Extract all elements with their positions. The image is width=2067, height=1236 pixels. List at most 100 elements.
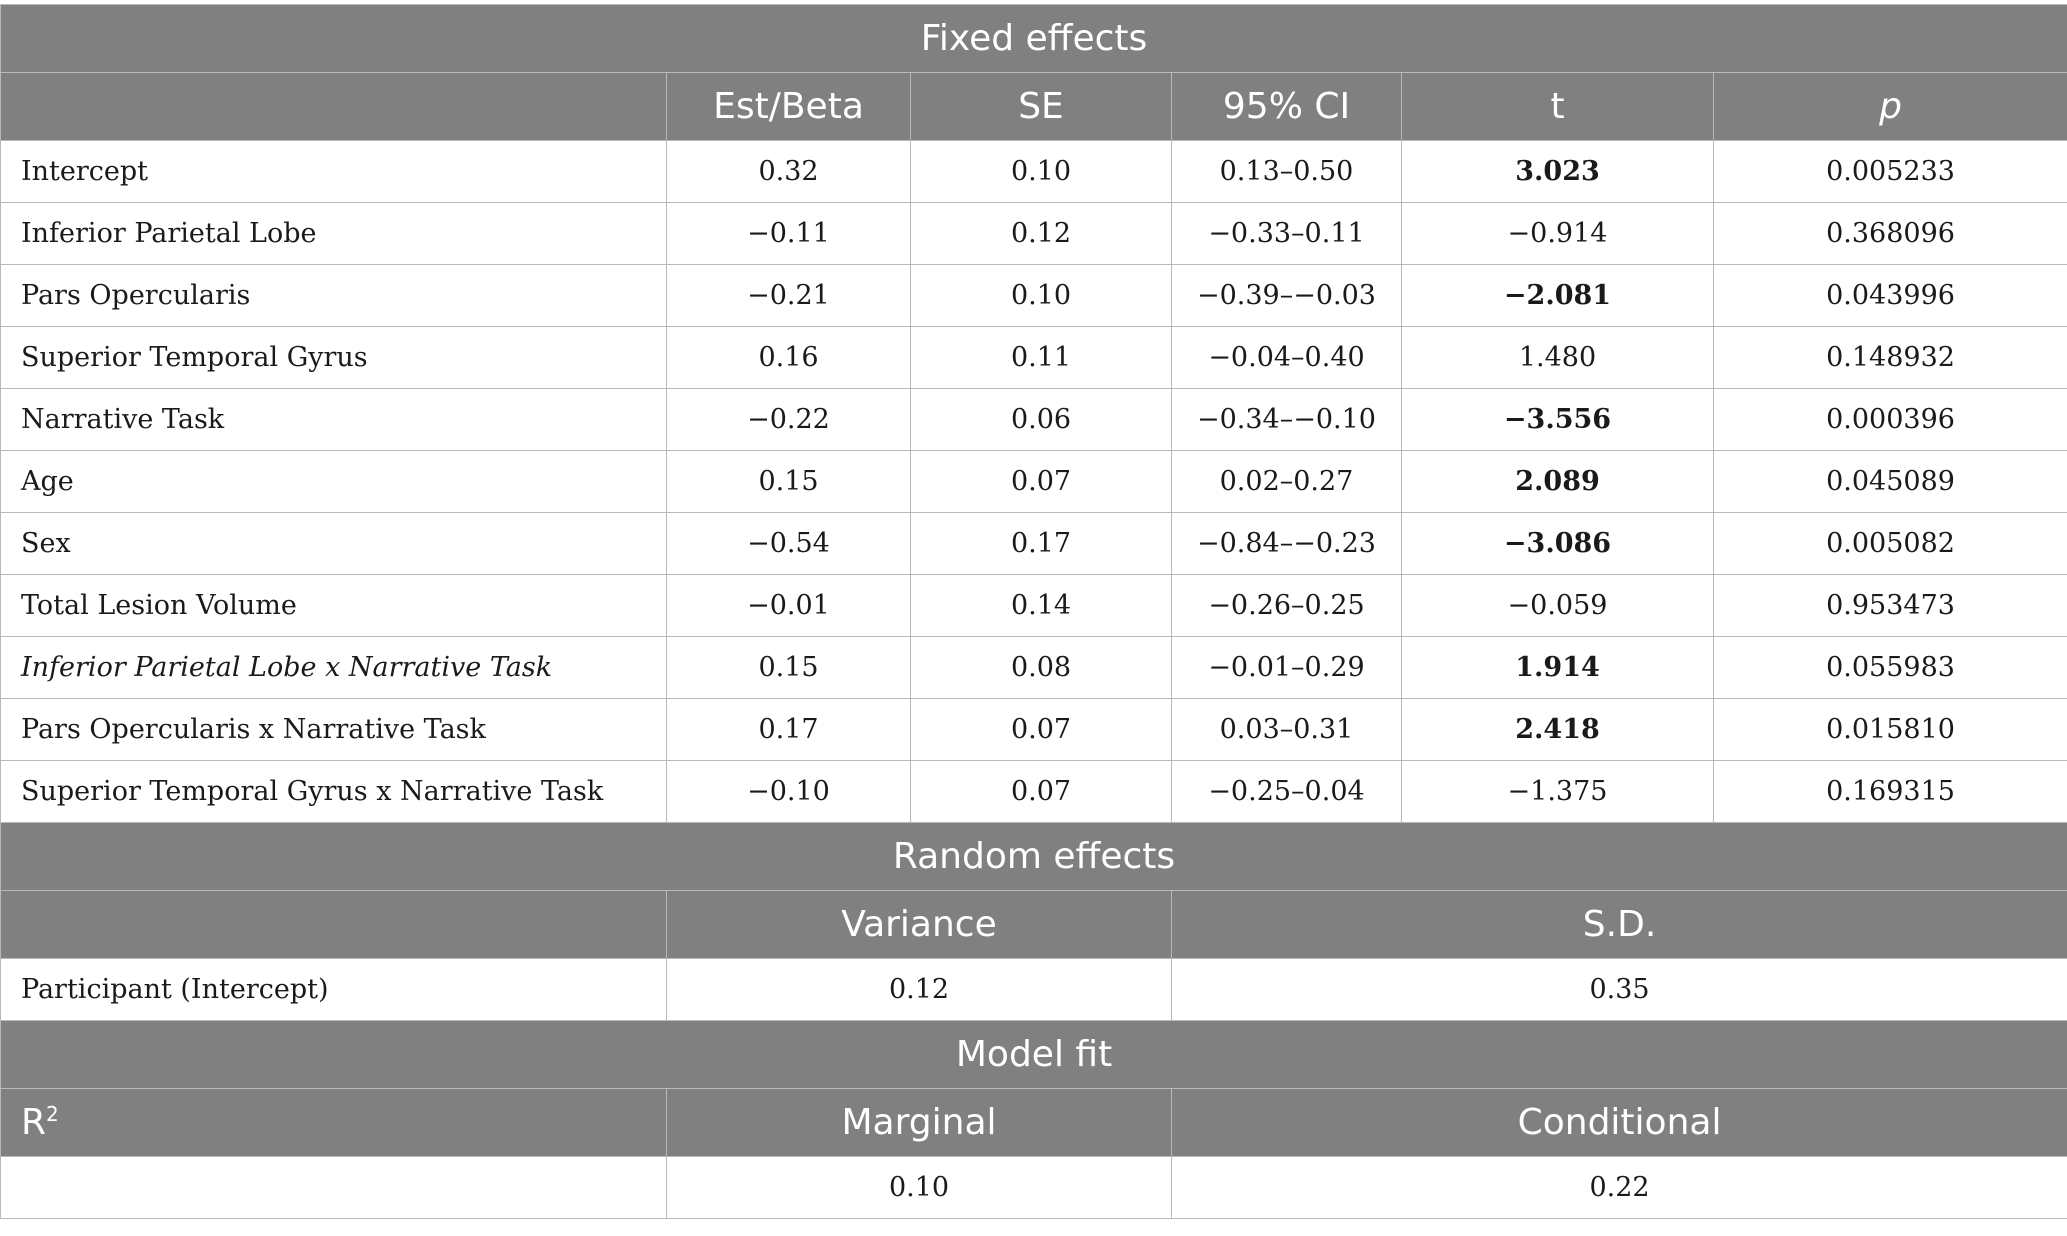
- row-label: Inferior Parietal Lobe: [0, 202, 667, 265]
- cell-se: 0.06: [910, 388, 1172, 451]
- table-row: Inferior Parietal Lobe −0.11 0.12 −0.33–…: [0, 202, 2067, 265]
- table-row: Pars Opercularis −0.21 0.10 −0.39–−0.03 …: [0, 264, 2067, 327]
- cell-est: 0.32: [666, 140, 911, 203]
- row-label: Narrative Task: [0, 388, 667, 451]
- row-label: Age: [0, 450, 667, 513]
- cell-est: −0.22: [666, 388, 911, 451]
- cell-ci: −0.34–−0.10: [1171, 388, 1402, 451]
- header-marginal: Marginal: [666, 1088, 1172, 1157]
- cell-t: −2.081: [1401, 264, 1714, 327]
- cell-t: −3.556: [1401, 388, 1714, 451]
- cell-se: 0.17: [910, 512, 1172, 575]
- cell-p: 0.055983: [1712, 636, 2067, 699]
- header-blank: [0, 890, 667, 959]
- cell-p: 0.043996: [1712, 264, 2067, 327]
- header-r-squared: R2: [0, 1088, 667, 1157]
- cell-p: 0.000396: [1712, 388, 2067, 451]
- row-label: Participant (Intercept): [0, 958, 667, 1021]
- cell-est: −0.01: [666, 574, 911, 637]
- header-se: SE: [910, 72, 1172, 141]
- cell-est: 0.15: [666, 636, 911, 699]
- cell-marginal: 0.10: [666, 1156, 1172, 1219]
- cell-ci: 0.03–0.31: [1171, 698, 1402, 761]
- table-row: Superior Temporal Gyrus x Narrative Task…: [0, 760, 2067, 823]
- cell-ci: −0.39–−0.03: [1171, 264, 1402, 327]
- cell-se: 0.10: [910, 140, 1172, 203]
- row-label: Total Lesion Volume: [0, 574, 667, 637]
- header-sd: S.D.: [1170, 890, 2067, 959]
- table-row: Inferior Parietal Lobe x Narrative Task …: [0, 636, 2067, 699]
- cell-se: 0.14: [910, 574, 1172, 637]
- cell-t: 3.023: [1401, 140, 1714, 203]
- row-label: Inferior Parietal Lobe x Narrative Task: [0, 636, 667, 699]
- fixed-effects-title: Fixed effects: [0, 4, 2067, 73]
- cell-p: 0.368096: [1712, 202, 2067, 265]
- cell-est: 0.17: [666, 698, 911, 761]
- row-label: Intercept: [0, 140, 667, 203]
- cell-ci: −0.33–0.11: [1171, 202, 1402, 265]
- header-blank: [0, 72, 667, 141]
- fixed-effects-header-row: Est/Beta SE 95% CI t p: [0, 72, 2067, 141]
- cell-t: −1.375: [1401, 760, 1714, 823]
- row-label: Superior Temporal Gyrus: [0, 326, 667, 389]
- header-p: p: [1712, 72, 2067, 141]
- row-label: Pars Opercularis x Narrative Task: [0, 698, 667, 761]
- cell-est: 0.16: [666, 326, 911, 389]
- cell-sd: 0.35: [1170, 958, 2067, 1021]
- header-t: t: [1401, 72, 1714, 141]
- table-row: Participant (Intercept) 0.12 0.35: [0, 958, 2067, 1021]
- cell-ci: −0.84–−0.23: [1171, 512, 1402, 575]
- cell-est: −0.21: [666, 264, 911, 327]
- cell-se: 0.11: [910, 326, 1172, 389]
- cell-conditional: 0.22: [1170, 1156, 2067, 1219]
- cell-ci: −0.01–0.29: [1171, 636, 1402, 699]
- table-row: 0.10 0.22: [0, 1156, 2067, 1219]
- cell-p: 0.005082: [1712, 512, 2067, 575]
- row-label: Superior Temporal Gyrus x Narrative Task: [0, 760, 667, 823]
- cell-ci: 0.02–0.27: [1171, 450, 1402, 513]
- cell-t: −0.914: [1401, 202, 1714, 265]
- cell-p: 0.953473: [1712, 574, 2067, 637]
- random-effects-title: Random effects: [0, 822, 2067, 891]
- table-row: Age 0.15 0.07 0.02–0.27 2.089 0.045089: [0, 450, 2067, 513]
- cell-se: 0.08: [910, 636, 1172, 699]
- r-superscript: 2: [46, 1102, 59, 1126]
- row-label: Sex: [0, 512, 667, 575]
- header-variance: Variance: [666, 890, 1172, 959]
- cell-se: 0.12: [910, 202, 1172, 265]
- cell-p: 0.148932: [1712, 326, 2067, 389]
- cell-se: 0.10: [910, 264, 1172, 327]
- cell-t: 1.480: [1401, 326, 1714, 389]
- cell-est: −0.10: [666, 760, 911, 823]
- cell-t: −0.059: [1401, 574, 1714, 637]
- cell-p: 0.005233: [1712, 140, 2067, 203]
- header-est-beta: Est/Beta: [666, 72, 911, 141]
- cell-est: −0.54: [666, 512, 911, 575]
- cell-t: 2.418: [1401, 698, 1714, 761]
- r-label: R: [21, 1102, 47, 1143]
- results-table: Fixed effects Est/Beta SE 95% CI t p Int…: [0, 4, 2067, 1219]
- cell-est: 0.15: [666, 450, 911, 513]
- cell-se: 0.07: [910, 760, 1172, 823]
- cell-p: 0.169315: [1712, 760, 2067, 823]
- header-ci: 95% CI: [1171, 72, 1402, 141]
- cell-se: 0.07: [910, 450, 1172, 513]
- model-fit-header-row: R2 Marginal Conditional: [0, 1088, 2067, 1157]
- cell-ci: −0.04–0.40: [1171, 326, 1402, 389]
- fixed-effects-title-row: Fixed effects: [0, 4, 2067, 73]
- table-row: Intercept 0.32 0.10 0.13–0.50 3.023 0.00…: [0, 140, 2067, 203]
- cell-ci: −0.25–0.04: [1171, 760, 1402, 823]
- table-row: Superior Temporal Gyrus 0.16 0.11 −0.04–…: [0, 326, 2067, 389]
- cell-ci: 0.13–0.50: [1171, 140, 1402, 203]
- random-effects-title-row: Random effects: [0, 822, 2067, 891]
- row-label: [0, 1156, 667, 1219]
- row-label: Pars Opercularis: [0, 264, 667, 327]
- cell-est: −0.11: [666, 202, 911, 265]
- table-row: Narrative Task −0.22 0.06 −0.34–−0.10 −3…: [0, 388, 2067, 451]
- table-row: Pars Opercularis x Narrative Task 0.17 0…: [0, 698, 2067, 761]
- cell-t: −3.086: [1401, 512, 1714, 575]
- header-conditional: Conditional: [1170, 1088, 2067, 1157]
- cell-se: 0.07: [910, 698, 1172, 761]
- model-fit-title-row: Model fit: [0, 1020, 2067, 1089]
- model-fit-title: Model fit: [0, 1020, 2067, 1089]
